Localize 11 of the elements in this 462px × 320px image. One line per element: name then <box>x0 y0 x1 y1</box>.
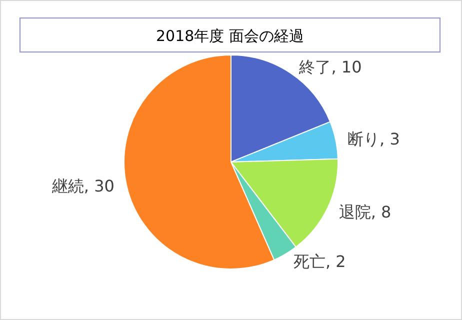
data-label: , 10 <box>331 58 362 77</box>
slice-label: 退院 <box>338 202 371 222</box>
data-label: , 8 <box>370 202 392 222</box>
data-label: , 30 <box>84 176 114 196</box>
chart-title: 2018年度 面会の経過 <box>156 27 304 45</box>
slice-label: 終了 <box>298 58 332 77</box>
data-label: , 2 <box>325 252 346 272</box>
slice-label: 断り <box>348 129 380 148</box>
slice-label: 死亡 <box>293 252 326 272</box>
slice-label: 継続 <box>50 176 84 196</box>
data-label: , 3 <box>380 129 400 148</box>
